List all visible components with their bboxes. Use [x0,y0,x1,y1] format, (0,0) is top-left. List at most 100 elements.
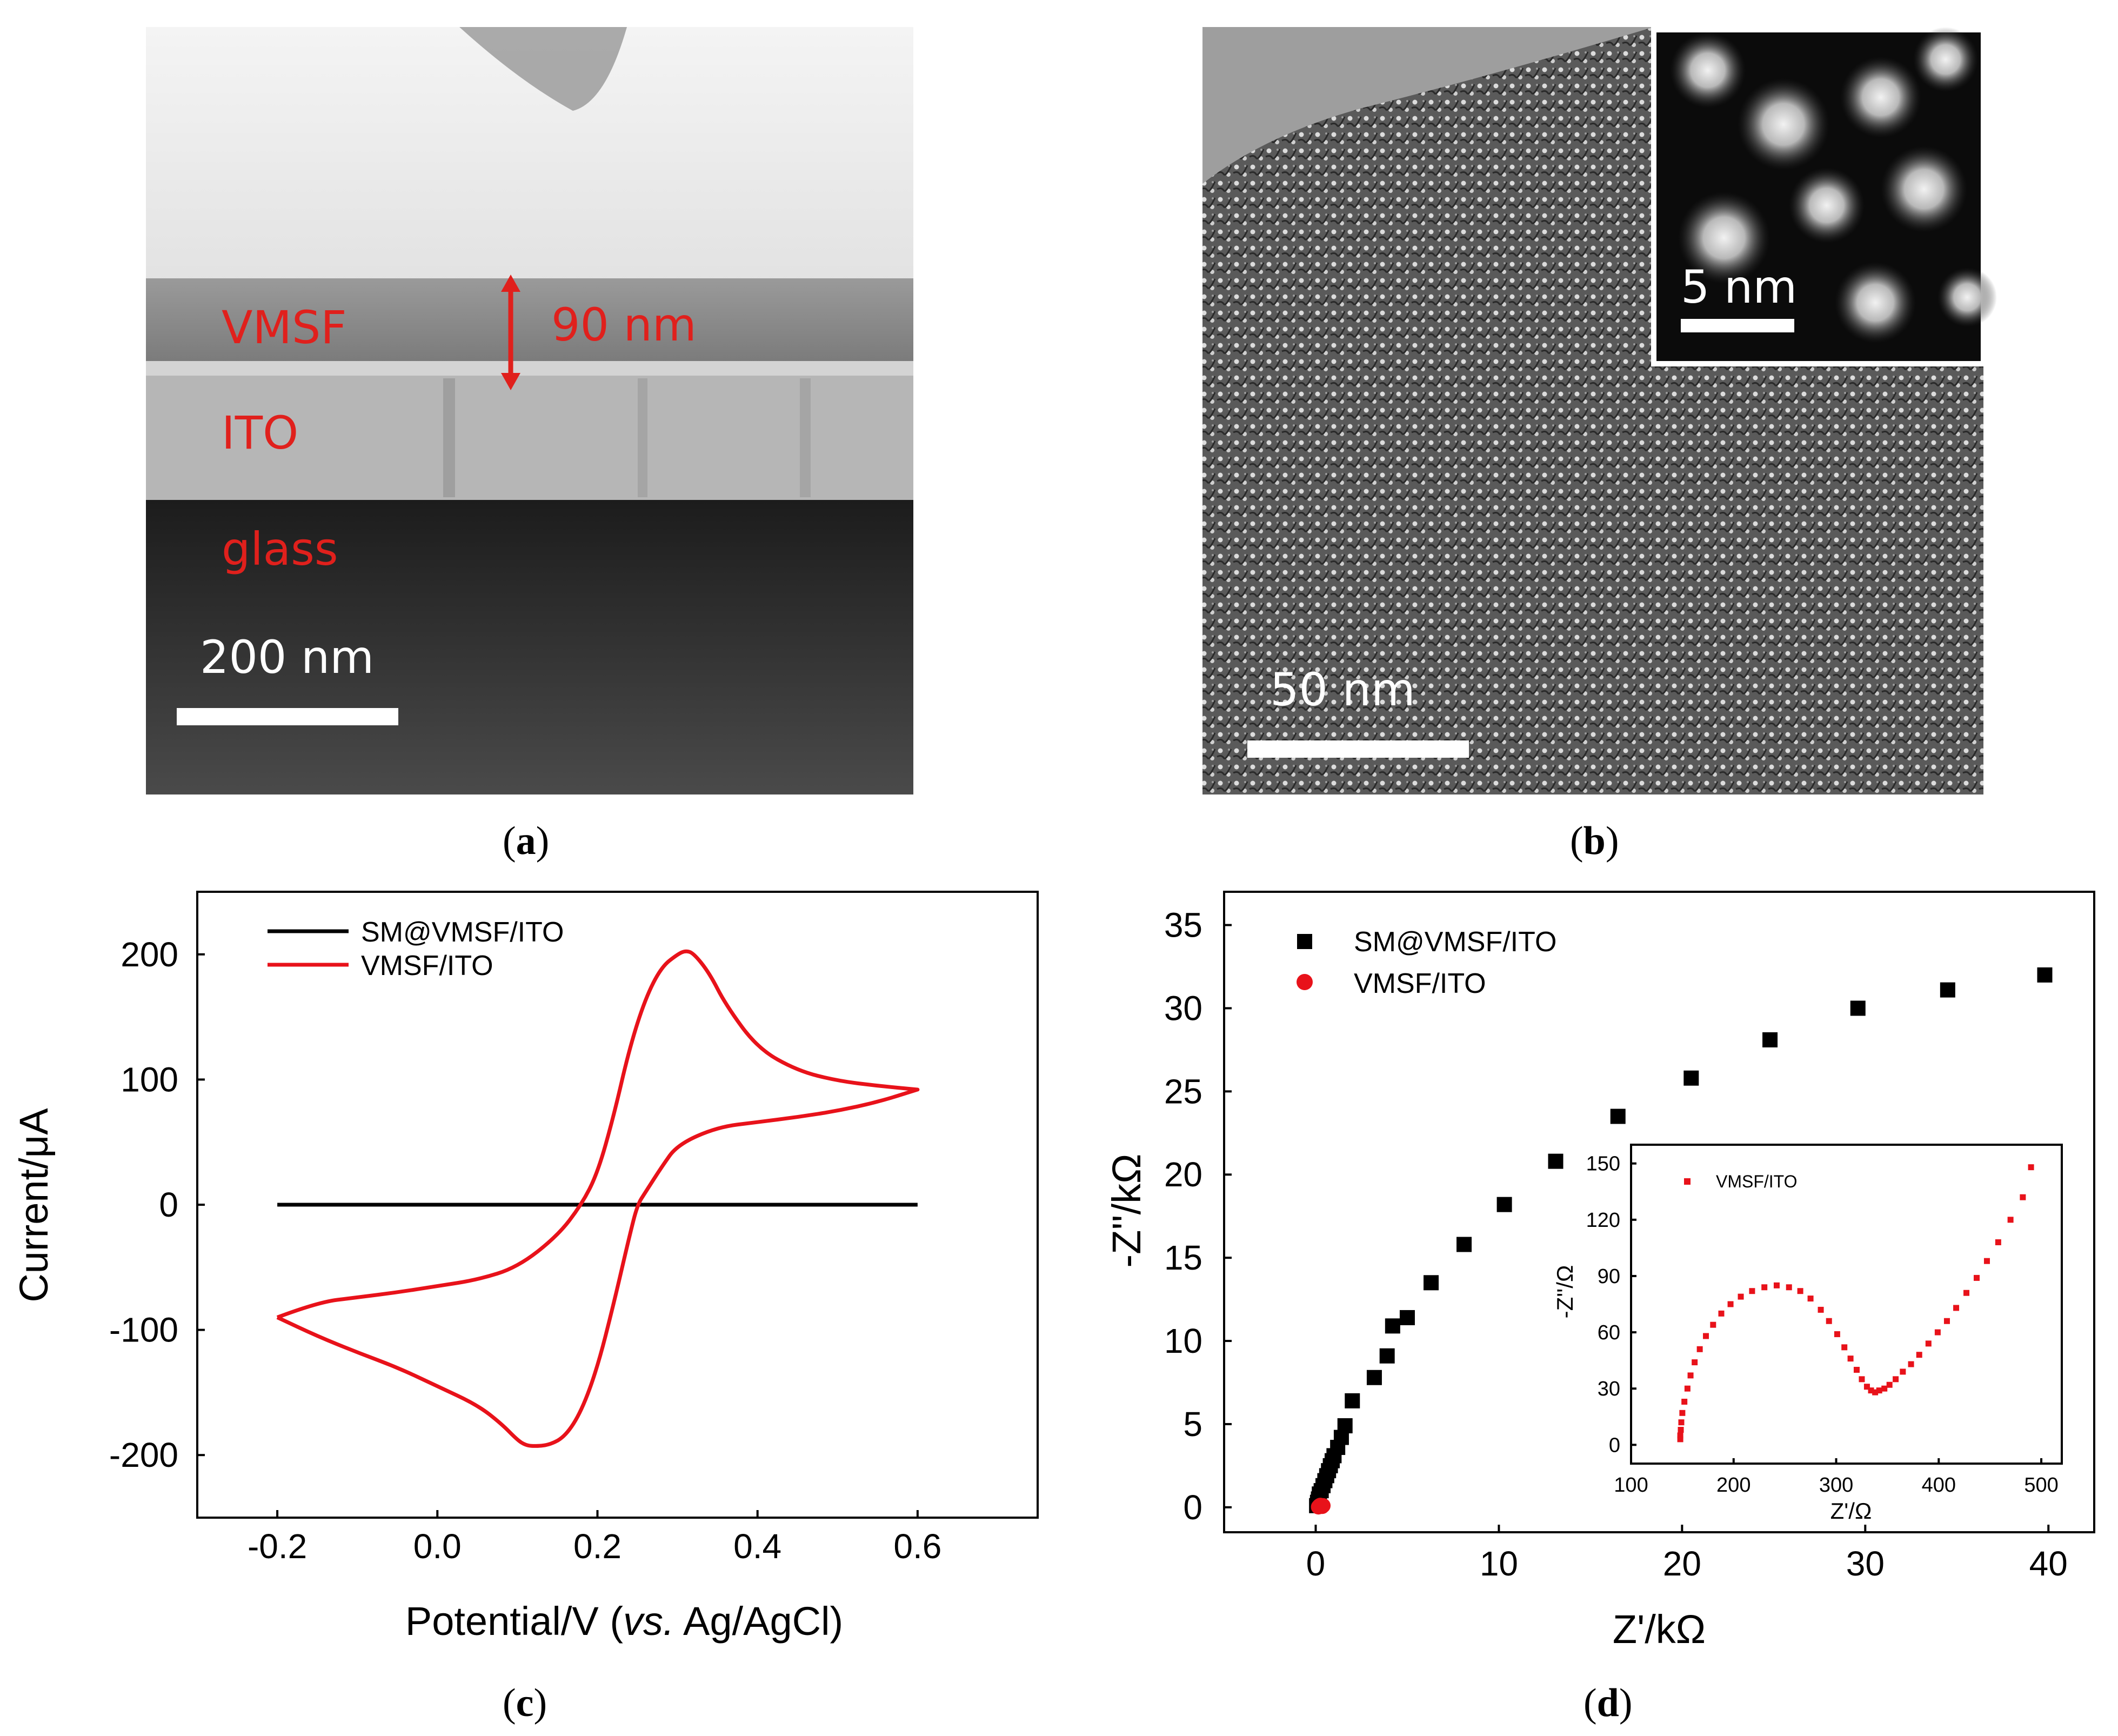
data-point-sm-vmsf-ito [1762,1032,1778,1047]
inset-data-point [1692,1359,1698,1366]
ito-layer [146,376,913,500]
inset-y-tick-label: 0 [1609,1434,1620,1457]
d-x-tick-label: 40 [2029,1544,2068,1583]
data-point-sm-vmsf-ito [1399,1310,1415,1325]
inset-scale-bar [1681,319,1794,332]
series-group [276,949,920,1448]
c-x-tick-label: 0.4 [733,1527,781,1566]
inset-data-point [1916,1352,1922,1358]
data-point-sm-vmsf-ito [1379,1348,1395,1364]
c-y-tick-label: 200 [121,935,178,974]
layer-label-vmsf: VMSF [222,301,347,354]
inset-data-point [1696,1346,1703,1352]
d-y-tick-label: 10 [1164,1321,1202,1360]
caption-c: (c) [503,1681,547,1725]
data-point-sm-vmsf-ito [1366,1370,1382,1385]
tem-edge-region [1202,27,1654,184]
x-axis-label-italic: vs. [623,1599,674,1644]
sem-debris [459,27,627,111]
c-y-tick-label: -100 [109,1311,178,1350]
inset-data-point [1797,1288,1803,1294]
inset-data-point [1834,1331,1840,1338]
pore [1937,268,1997,327]
inset-data-point [1826,1318,1832,1324]
data-point-sm-vmsf-ito [1385,1318,1400,1334]
pore [1913,27,1978,92]
inset-data-point [1973,1274,1980,1281]
c-x-tick-label: 0.0 [413,1527,462,1566]
d-x-tick-label: 10 [1480,1544,1518,1583]
data-point-sm-vmsf-ito [1345,1393,1360,1408]
inset-x-tick-label: 500 [2024,1474,2058,1497]
d-y-tick-label: 20 [1164,1155,1202,1194]
inset-data-point [1847,1356,1854,1362]
inset-y-axis: 0 30 60 90 120 150 [1586,1153,1636,1457]
c-x-tick-label: -0.2 [248,1527,307,1566]
inset-data-point [1900,1368,1906,1375]
inset-data-point [1934,1329,1941,1336]
inset-data-point [1677,1432,1683,1439]
layer-label-ito: ITO [222,406,298,459]
inset-data-point [1886,1381,1893,1388]
caption-d: (d) [1584,1681,1632,1725]
d-y-tick-label: 25 [1164,1072,1202,1111]
inset-data-point [1761,1284,1768,1291]
legend-label-sm-vmsf-ito: SM@VMSF/ITO [361,917,564,948]
panel-a: VMSF ITO glass 90 nm 200 nm [146,27,913,794]
vmsf-ito-interface [146,361,913,377]
legend-label-sm-vmsf-ito: SM@VMSF/ITO [1354,926,1556,958]
inset-data-point [1786,1284,1792,1291]
c-y-tick-label: 0 [159,1185,178,1224]
inset-data-point [1718,1310,1725,1317]
data-point-vmsf-ito [1315,1498,1331,1513]
inset-data-point [1872,1389,1879,1396]
inset-data-point [1727,1301,1734,1307]
inset-data-point [1679,1410,1686,1416]
cv-chart: -0.2 0.0 0.2 0.4 0.6 -200 -100 0 100 200 SM@VMSF… [11,891,1039,1644]
data-point-sm-vmsf-ito [1940,982,1955,998]
inset-data-point [1943,1318,1950,1324]
inset-x-axis-label: Z'/Ω [1830,1498,1872,1524]
inset-x-tick-label: 100 [1614,1474,1648,1497]
inset-data-point [1863,1384,1870,1390]
inset-legend-marker [1684,1178,1691,1185]
pore [1881,146,1967,232]
scale-bar-label: 50 nm [1270,663,1415,716]
inset-data-point [1687,1372,1694,1379]
caption-b-letter: b [1584,819,1606,863]
data-point-sm-vmsf-ito [1850,1000,1866,1016]
inset-data-point [1893,1376,1899,1383]
inset-data-point [1983,1258,1990,1264]
caption-c-letter: c [516,1681,534,1725]
c-x-tick-label: 0.2 [573,1527,622,1566]
inset-data-point [1703,1333,1709,1339]
d-y-tick-label: 35 [1164,906,1202,945]
inset-data-point [1995,1239,2001,1245]
legend-label-vmsf-ito: VMSF/ITO [361,950,493,981]
scale-bar [177,708,398,725]
caption-a: (a) [503,819,549,863]
inset-data-point [1684,1385,1691,1392]
inset-data-point [1868,1387,1874,1394]
caption-d-letter: d [1597,1681,1619,1725]
data-point-sm-vmsf-ito [1548,1153,1564,1169]
series-line-vmsf-ito [276,949,920,1448]
pore [1738,78,1829,170]
inset-data-point [1963,1290,1970,1296]
inset-chart: 100 200 300 400 500 0 30 60 90 120 150 VMSF/ITO Z… [1552,1144,2063,1524]
inset-data-point [1818,1306,1824,1313]
x-axis-label-prefix: Potential/V ( [405,1599,623,1644]
inset-data-point [1859,1376,1865,1383]
pore [1789,168,1865,243]
y-axis: -200 -100 0 100 200 [109,935,205,1474]
x-axis-label: Z'/kΩ [1613,1607,1706,1652]
inset-y-tick-label: 120 [1586,1209,1620,1232]
caption-a-letter: a [516,819,536,863]
inset-y-tick-label: 90 [1598,1265,1620,1288]
inset-data-point [1738,1293,1744,1300]
inset-data-point [1876,1387,1882,1394]
pore [1840,57,1921,138]
inset-data-point [2028,1164,2034,1171]
nyquist-chart: 0 10 20 30 40 0 5 10 15 20 25 30 35 SM@VMSF/ITO VMS… [1104,891,2095,1652]
inset-data-point [1908,1361,1914,1367]
